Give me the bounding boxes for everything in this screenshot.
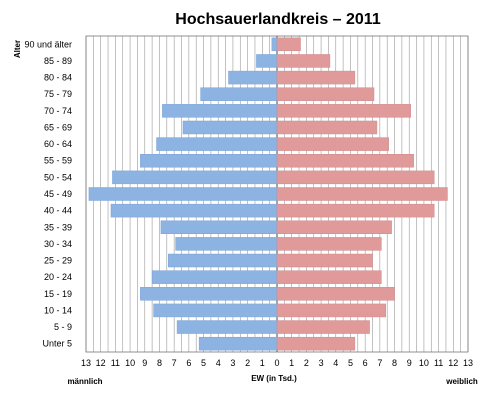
y-tick-label: 65 - 69 [44,122,72,132]
bar-male [156,137,278,151]
bar-male [153,303,278,318]
y-tick-label: 50 - 54 [44,172,72,182]
x-tick-label: 0 [274,358,279,368]
bar-female [276,37,301,52]
bar-male [151,270,278,284]
right-side-label: weiblich [445,377,478,386]
y-tick-label: 70 - 74 [44,106,72,116]
y-tick-label: 90 und älter [24,39,72,49]
bar-male [112,170,278,185]
x-tick-label: 3 [230,358,235,368]
x-tick-label: 10 [419,358,429,368]
y-tick-label: 5 - 9 [54,322,72,332]
bar-male [175,237,278,251]
y-tick-label: 85 - 89 [44,56,72,66]
y-tick-label: 40 - 44 [44,206,72,216]
x-tick-label: 12 [448,358,458,368]
x-tick-label: 11 [434,358,443,368]
y-tick-labels: Unter 5 5 - 9 10 - 14 15 - 19 20 - 24 25 - 29… [24,39,72,348]
x-tick-label: 10 [125,358,135,368]
x-axis-label: EW (in Tsd.) [251,374,297,383]
x-tick-label: 6 [186,358,191,368]
bar-male [162,104,278,118]
bar-female [276,70,356,85]
x-tick-label: 9 [407,358,412,368]
y-tick-label: 25 - 29 [44,256,72,266]
bar-female [276,170,435,185]
bar-male [168,253,278,268]
bar-male [88,187,278,201]
x-tick-label: 4 [333,358,338,368]
y-tick-label: 10 - 14 [44,305,72,315]
x-tick-label: 2 [304,358,309,368]
bar-female [276,237,382,251]
bar-female [276,154,414,168]
x-tick-label: 12 [96,358,106,368]
bar-female [276,287,395,301]
bar-male [200,87,278,101]
y-tick-label: 45 - 49 [44,189,72,199]
x-tick-label: 5 [201,358,206,368]
y-tick-label: 35 - 39 [44,222,72,232]
left-side-label: männlich [67,377,102,386]
bar-female [276,303,386,318]
y-tick-label: 60 - 64 [44,139,72,149]
bar-female [276,270,382,284]
x-tick-label: 8 [392,358,397,368]
y-tick-label: 20 - 24 [44,272,72,282]
bar-female [276,203,435,218]
bar-male [198,336,278,351]
x-tick-label: 7 [377,358,382,368]
x-tick-label: 8 [157,358,162,368]
y-tick-label: 80 - 84 [44,73,72,83]
x-tick-label: 6 [363,358,368,368]
x-tick-label: 7 [172,358,177,368]
y-tick-label: Unter 5 [42,339,72,349]
bar-female [276,336,356,351]
bar-male [160,220,278,234]
bar-male [228,70,278,85]
bar-male [140,154,278,168]
y-tick-label: 15 - 19 [44,289,72,299]
bar-female [276,253,373,268]
bar-female [276,137,389,151]
bar-male [256,54,278,68]
bar-male [182,120,278,135]
plot-frame [85,35,469,353]
bar-female [276,87,375,101]
y-tick-label: 55 - 59 [44,156,72,166]
x-tick-label: 1 [260,358,265,368]
bar-female [276,54,331,68]
x-tick-label: 11 [111,358,120,368]
x-tick-label: 9 [142,358,147,368]
x-tick-label: 13 [81,358,91,368]
y-tick-label: 30 - 34 [44,239,72,249]
x-tick-labels: 13 12 11 10 9 8 7 6 5 4 3 2 1 0 1 2 3 4 5 6 7 8 9 10 11 12 13 [81,358,473,368]
bar-female [276,220,392,234]
x-tick-label: 4 [216,358,221,368]
bar-female [276,320,370,334]
x-tick-label: 3 [319,358,324,368]
bar-female [276,187,448,201]
y-tick-label: 75 - 79 [44,89,72,99]
y-axis-label: Alter [13,40,22,58]
x-tick-label: 13 [463,358,473,368]
chart-title: Hochsauerlandkreis – 2011 [175,11,381,28]
x-tick-label: 5 [348,358,353,368]
x-tick-label: 1 [289,358,294,368]
bar-male [110,203,278,218]
bar-female [276,104,411,118]
bar-male [140,287,278,301]
bar-male [271,37,278,52]
x-tick-label: 2 [245,358,250,368]
bar-female [276,120,378,135]
bar-male [176,320,278,334]
bars [88,37,448,351]
